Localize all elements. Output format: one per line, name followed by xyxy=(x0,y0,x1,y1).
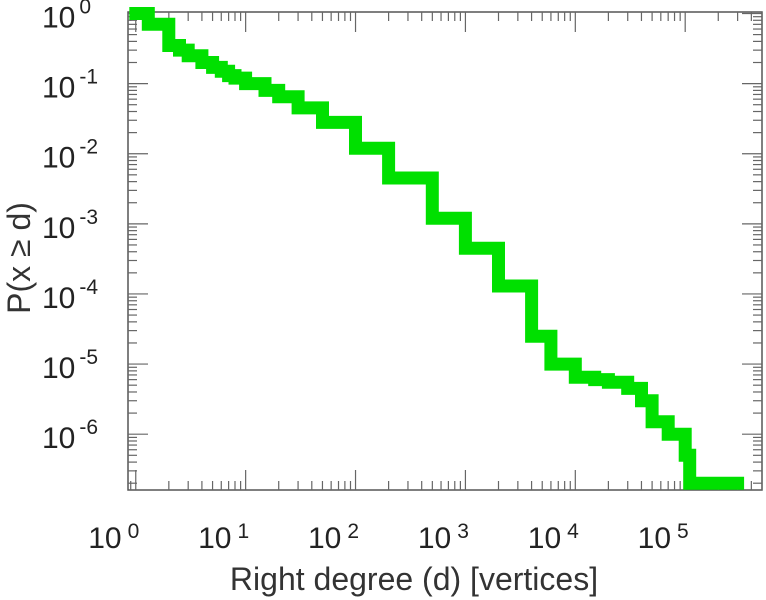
y-tick-label: 10 -4 xyxy=(42,276,98,315)
plot-area xyxy=(127,11,763,491)
y-tick-label: 10 0 xyxy=(42,0,91,34)
y-tick-label: 10 -3 xyxy=(42,206,98,245)
plot-frame xyxy=(127,11,763,491)
y-axis-label: P(x ≥ d) xyxy=(1,202,37,314)
y-tick-label: 10 -6 xyxy=(42,416,98,455)
x-tick-label: 10 3 xyxy=(418,520,469,555)
x-tick-label: 10 0 xyxy=(88,520,139,555)
x-axis-label: Right degree (d) [vertices] xyxy=(230,561,598,597)
y-tick-label: 10 -2 xyxy=(42,136,98,175)
y-tick-label: 10 -1 xyxy=(42,66,98,105)
x-tick-label: 10 4 xyxy=(528,520,579,555)
x-tick-labels: 10 0 10 1 10 2 10 3 10 4 10 5 xyxy=(88,520,688,555)
y-tick-label: 10 -5 xyxy=(42,346,98,385)
x-tick-label: 10 2 xyxy=(308,520,359,555)
series-layer xyxy=(129,7,745,490)
ccdf-series-line xyxy=(129,7,745,490)
x-tick-label: 10 1 xyxy=(198,520,249,555)
minor-ticks xyxy=(128,12,763,490)
x-tick-label: 10 5 xyxy=(638,520,689,555)
